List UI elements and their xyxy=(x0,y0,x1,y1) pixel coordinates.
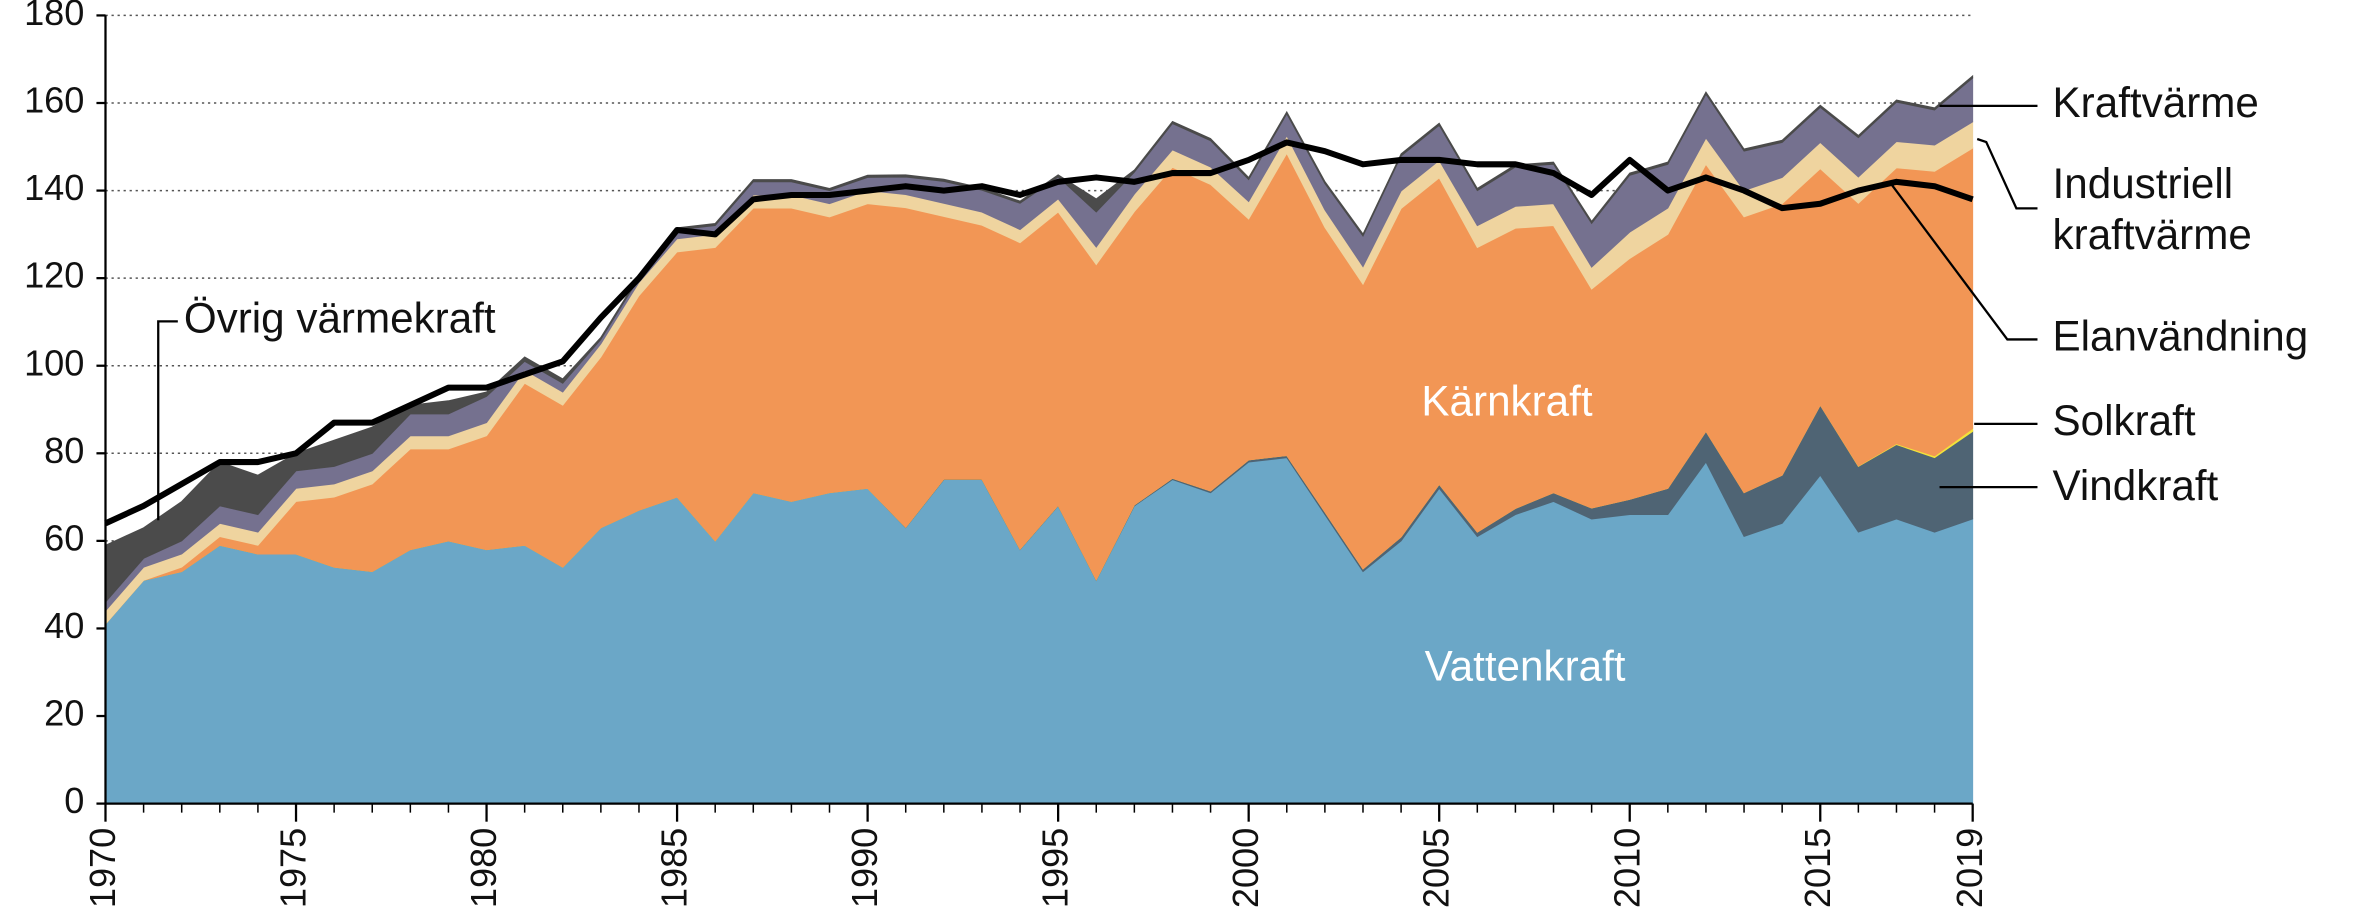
x-tick-label: 2010 xyxy=(1606,828,1647,908)
y-tick-label: 180 xyxy=(24,0,84,33)
y-tick-label: 160 xyxy=(24,80,84,121)
series-label: Övrig värmekraft xyxy=(184,294,496,341)
x-tick-label: 2000 xyxy=(1225,828,1266,908)
x-tick-label: 2015 xyxy=(1797,828,1838,908)
series-label: Kraftvärme xyxy=(2053,79,2259,126)
y-tick-label: 20 xyxy=(44,693,84,734)
y-tick-label: 60 xyxy=(44,517,84,558)
y-tick-label: 40 xyxy=(44,605,84,646)
y-tick-label: 80 xyxy=(44,430,84,471)
x-tick-label: 2019 xyxy=(1949,828,1990,908)
leader-line xyxy=(1976,137,2038,210)
x-tick-label: 1995 xyxy=(1035,828,1076,908)
series-label: Solkraft xyxy=(2053,397,2196,444)
series-label: Vattenkraft xyxy=(1425,643,1626,690)
y-tick-label: 120 xyxy=(24,255,84,296)
x-tick-label: 2005 xyxy=(1416,828,1457,908)
y-tick-label: 100 xyxy=(24,342,84,383)
leader-line xyxy=(1890,183,2038,341)
x-tick-label: 1975 xyxy=(273,828,314,908)
x-tick-label: 1990 xyxy=(844,828,885,908)
label-box: Industriell kraftvärme xyxy=(2052,160,2252,259)
series-label: Elanvändning xyxy=(2053,313,2309,360)
y-tick-label: 140 xyxy=(24,167,84,208)
series-label: Industriell kraftvärme xyxy=(2052,160,2252,259)
line-series xyxy=(104,139,1974,527)
x-tick-label: 1970 xyxy=(82,828,123,908)
area-series xyxy=(105,74,1974,604)
x-tick-label: 1980 xyxy=(463,828,504,908)
y-tick-label: 0 xyxy=(64,780,84,821)
series-label: Vindkraft xyxy=(2053,462,2219,509)
x-tick-label: 1985 xyxy=(654,828,695,908)
series-label: Kärnkraft xyxy=(1421,377,1592,424)
leader-line xyxy=(157,320,178,521)
